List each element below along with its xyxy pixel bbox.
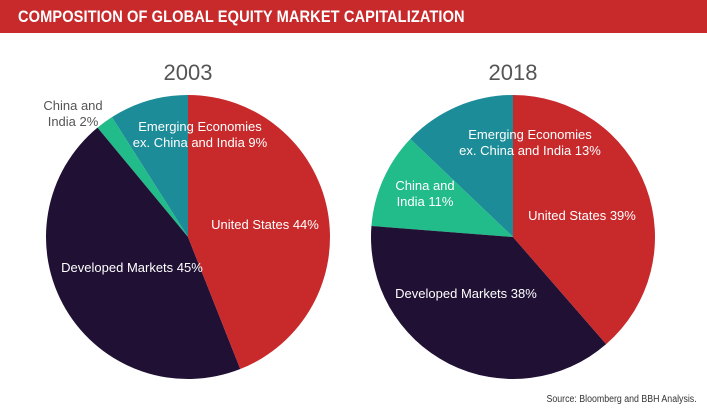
pie-slice-emerging-economies-ex-china-and-india-2003 xyxy=(111,95,188,237)
slice-label: Emerging Economies ex. China and India 9% xyxy=(133,119,268,150)
slice-label: United States 44% xyxy=(211,217,319,232)
pie-title-2003: 2003 xyxy=(164,60,213,85)
slice-label-line: Developed Markets 38% xyxy=(395,286,537,301)
slice-label-line: United States 44% xyxy=(211,217,319,232)
pie-title-2018: 2018 xyxy=(489,60,538,85)
slice-label: United States 39% xyxy=(528,208,636,223)
slice-label-line: ex. China and India 9% xyxy=(133,135,268,150)
slice-label: Emerging Economies ex. China and India 13… xyxy=(459,127,601,158)
slice-label-line: Developed Markets 45% xyxy=(61,260,203,275)
slice-label-line: Emerging Economies xyxy=(138,119,262,134)
slice-label-line: United States 39% xyxy=(528,208,636,223)
pie-slice-developed-markets-2018 xyxy=(371,225,607,379)
slice-label-line: India 11% xyxy=(397,194,454,209)
pie-slice-united-states-2003 xyxy=(188,95,330,370)
slice-label-line: China and xyxy=(43,98,102,113)
pie-slice-china-and-india-2018 xyxy=(371,138,513,237)
slice-label-line: India 2% xyxy=(48,114,99,129)
slice-label: Developed Markets 38% xyxy=(395,286,537,301)
header-bar: COMPOSITION OF GLOBAL EQUITY MARKET CAPI… xyxy=(0,0,707,33)
slice-label-line: China and xyxy=(395,178,454,193)
slice-label: China and India 2% xyxy=(43,98,102,129)
pie-slice-developed-markets-2003 xyxy=(46,127,241,379)
pie-slice-united-states-2018 xyxy=(513,95,655,345)
slice-label-line: ex. China and India 13% xyxy=(459,143,601,158)
source-note: Source: Bloomberg and BBH Analysis. xyxy=(546,394,697,405)
pie-slice-china-and-india-2003 xyxy=(97,117,188,237)
slice-label-line: Emerging Economies xyxy=(468,127,592,142)
slice-label: China and India 11% xyxy=(395,178,454,209)
pie-slice-emerging-economies-ex-china-and-india-2018 xyxy=(410,95,513,237)
chart-title: COMPOSITION OF GLOBAL EQUITY MARKET CAPI… xyxy=(18,7,465,26)
slice-label: Developed Markets 45% xyxy=(61,260,203,275)
